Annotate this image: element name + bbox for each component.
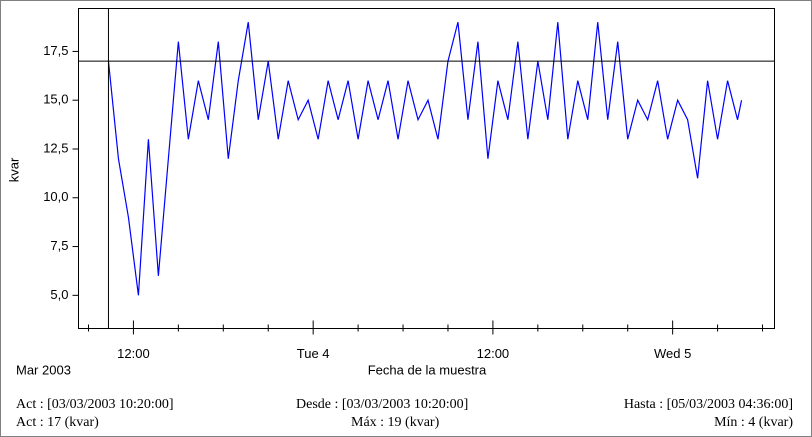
footer-text: Hasta : [05/03/2003 04:36:00] [624,397,793,412]
data-line [107,22,743,296]
y-tick-label: 12,5 [43,140,68,155]
x-period-label: Mar 2003 [16,362,71,377]
y-tick-label: 15,0 [43,92,68,107]
footer-text: Máx : 19 (kvar) [351,415,440,430]
x-tick-label: 12:00 [117,346,150,361]
y-tick-label: 10,0 [43,189,68,204]
x-axis-label: Fecha de la muestra [368,362,487,377]
y-tick-label: 7,5 [50,238,68,253]
footer-text: Mín : 4 (kvar) [714,415,793,430]
y-axis-label: kvar [6,157,21,182]
y-tick-label: 17,5 [43,43,68,58]
footer-text: Desde : [03/03/2003 10:20:00] [296,397,468,412]
y-tick-label: 5,0 [50,287,68,302]
x-tick-label: Tue 4 [297,346,330,361]
footer-text: Act : 17 (kvar) [16,415,99,430]
x-tick-label: 12:00 [477,346,510,361]
plot-area [78,8,775,329]
x-tick-label: Wed 5 [654,346,691,361]
footer-text: Act : [03/03/2003 10:20:00] [16,397,174,412]
